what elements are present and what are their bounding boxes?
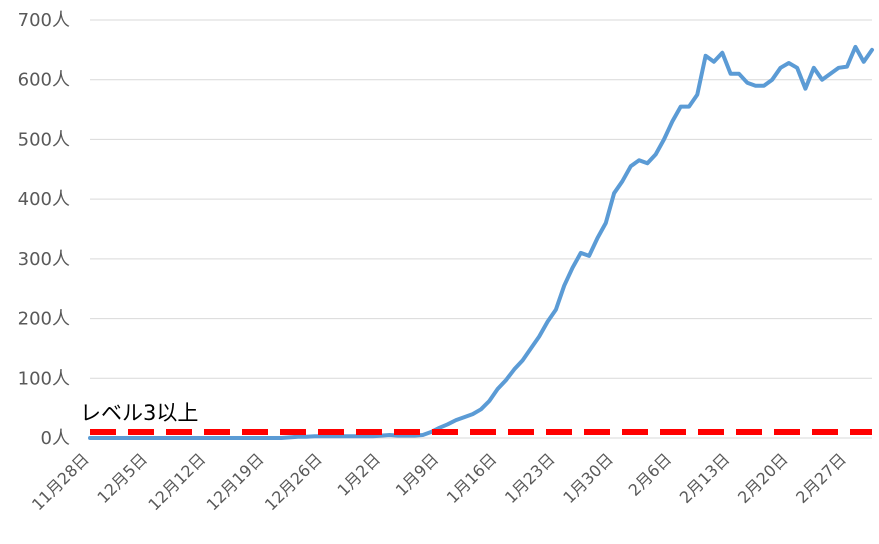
reference-line-label: レベル3以上 — [80, 401, 198, 425]
y-axis-ticks: 0人 100人 200人 300人 400人 500人 600人 700人 — [18, 10, 70, 449]
y-tick-label: 700人 — [18, 10, 70, 31]
y-tick-label: 500人 — [18, 129, 70, 150]
reference-line-group: レベル3以上 — [80, 401, 872, 436]
x-tick-label: 1月9日 — [392, 449, 442, 499]
x-tick-label: 11月28日 — [28, 449, 93, 514]
y-tick-label: 600人 — [18, 70, 70, 91]
x-tick-label: 1月23日 — [501, 449, 559, 507]
y-tick-label: 0人 — [41, 428, 70, 449]
x-tick-label: 1月30日 — [559, 449, 617, 507]
y-tick-label: 400人 — [18, 189, 70, 210]
x-tick-label: 12月26日 — [261, 449, 326, 514]
y-tick-label: 100人 — [18, 368, 70, 389]
x-tick-label: 2月13日 — [676, 449, 734, 507]
x-tick-label: 1月16日 — [443, 449, 501, 507]
x-tick-label: 1月2日 — [334, 449, 384, 499]
y-tick-label: 200人 — [18, 309, 70, 330]
x-tick-label: 12月12日 — [144, 449, 209, 514]
x-tick-label: 2月6日 — [625, 449, 675, 499]
y-tick-label: 300人 — [18, 249, 70, 270]
x-tick-label: 2月27日 — [792, 449, 850, 507]
series-group — [88, 44, 874, 440]
x-tick-label: 12月5日 — [93, 449, 151, 507]
x-tick-label: 2月20日 — [734, 449, 792, 507]
gridlines — [90, 19, 872, 439]
series-line — [88, 44, 874, 440]
x-tick-label: 12月19日 — [203, 449, 268, 514]
